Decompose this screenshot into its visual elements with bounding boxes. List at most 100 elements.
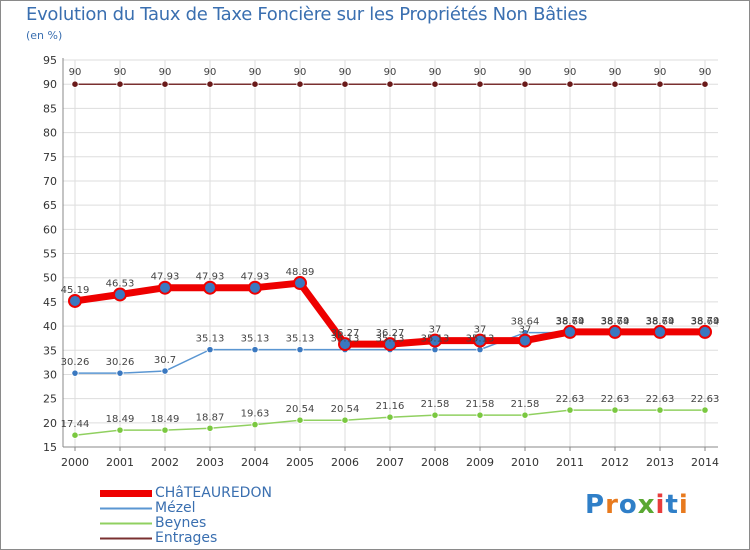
data-label-entrages: 90 xyxy=(564,67,577,78)
x-tick-label: 2014 xyxy=(691,456,719,469)
data-label-entrages: 90 xyxy=(474,67,487,78)
legend-label-chateauredon: CHâTEAUREDON xyxy=(155,485,272,501)
x-tick-label: 2012 xyxy=(601,456,629,469)
data-point-beynes xyxy=(611,406,619,414)
data-label-ch-teauredon: 36.27 xyxy=(376,328,405,339)
data-point-ch-teauredon xyxy=(698,324,712,339)
data-point-beynes xyxy=(521,411,529,419)
series-layer xyxy=(68,80,712,439)
data-label-m-zel: 38.64 xyxy=(601,317,630,328)
data-point-entrages xyxy=(341,80,349,88)
legend-label-entrages: Entrages xyxy=(155,530,218,546)
data-point-ch-teauredon xyxy=(293,276,307,291)
data-label-ch-teauredon: 47.93 xyxy=(196,272,225,283)
x-tick-label: 2003 xyxy=(196,456,224,469)
data-label-ch-teauredon: 37 xyxy=(429,325,442,336)
data-label-entrages: 90 xyxy=(69,67,82,78)
data-label-beynes: 21.58 xyxy=(421,399,450,410)
data-label-ch-teauredon: 46.53 xyxy=(106,278,135,289)
x-tick-label: 2005 xyxy=(286,456,314,469)
data-label-ch-teauredon: 38.79 xyxy=(646,316,675,327)
data-point-entrages xyxy=(116,80,124,88)
data-label-entrages: 90 xyxy=(294,67,307,78)
data-label-m-zel: 35.13 xyxy=(376,334,405,345)
y-tick-label: 20 xyxy=(43,417,57,430)
x-tick-label: 2004 xyxy=(241,456,269,469)
data-point-ch-teauredon xyxy=(203,280,217,295)
data-label-beynes: 21.16 xyxy=(376,401,405,412)
logo-letter: i xyxy=(678,490,689,520)
logo-letter: P xyxy=(585,490,606,520)
data-label-entrages: 90 xyxy=(339,67,352,78)
data-label-beynes: 20.54 xyxy=(286,404,315,415)
data-point-entrages xyxy=(431,80,439,88)
proxiti-logo: Proxiti xyxy=(585,490,689,520)
data-point-entrages xyxy=(206,80,214,88)
data-label-entrages: 90 xyxy=(519,67,532,78)
chart-title: Evolution du Taux de Taxe Foncière sur l… xyxy=(26,4,588,25)
logo-letter: x xyxy=(637,490,656,520)
data-point-beynes xyxy=(296,416,304,424)
logo-letter: o xyxy=(618,490,638,520)
data-label-entrages: 90 xyxy=(654,67,667,78)
data-label-beynes: 19.63 xyxy=(241,409,270,420)
data-label-ch-teauredon: 38.79 xyxy=(601,316,630,327)
data-point-ch-teauredon xyxy=(383,337,397,352)
legend-swatch-mezel xyxy=(100,507,152,510)
x-tick-label: 2011 xyxy=(556,456,584,469)
data-point-ch-teauredon xyxy=(68,293,82,308)
data-label-ch-teauredon: 47.93 xyxy=(151,272,180,283)
data-label-entrages: 90 xyxy=(204,67,217,78)
data-point-ch-teauredon xyxy=(248,280,262,295)
data-labels-layer: 45.19 46.53 47.93 47.93 47.93 48.89 36.27 36.27… xyxy=(61,67,720,430)
data-point-m-zel xyxy=(251,346,259,354)
data-label-ch-teauredon: 48.89 xyxy=(286,267,315,278)
data-point-beynes xyxy=(476,411,484,419)
data-label-ch-teauredon: 37 xyxy=(474,325,487,336)
y-tick-labels: 15 20 25 30 35 40 45 50 55 60 65 70 75 80 85 90 95 xyxy=(43,54,57,454)
x-tick-label: 2001 xyxy=(106,456,134,469)
data-label-m-zel: 38.64 xyxy=(691,317,720,328)
data-point-ch-teauredon xyxy=(428,333,442,348)
x-tick-label: 2009 xyxy=(466,456,494,469)
data-label-m-zel: 30.26 xyxy=(106,357,135,368)
data-point-ch-teauredon xyxy=(518,333,532,348)
data-point-beynes xyxy=(71,431,79,439)
data-label-ch-teauredon: 47.93 xyxy=(241,272,270,283)
data-label-beynes: 22.63 xyxy=(556,394,585,405)
data-point-entrages xyxy=(656,80,664,88)
data-label-m-zel: 35.13 xyxy=(286,334,315,345)
data-point-ch-teauredon xyxy=(338,337,352,352)
y-tick-label: 60 xyxy=(43,223,57,236)
y-tick-label: 25 xyxy=(43,393,57,406)
logo-letter: r xyxy=(605,490,619,520)
data-point-entrages xyxy=(71,80,79,88)
data-label-ch-teauredon: 38.79 xyxy=(691,316,720,327)
data-label-entrages: 90 xyxy=(114,67,127,78)
data-label-beynes: 22.63 xyxy=(601,394,630,405)
data-label-beynes: 20.54 xyxy=(331,404,360,415)
data-point-ch-teauredon xyxy=(113,287,127,302)
data-label-entrages: 90 xyxy=(249,67,262,78)
y-axis-unit-label: (en %) xyxy=(26,29,63,42)
data-point-m-zel xyxy=(116,369,124,377)
grid-lines xyxy=(63,59,718,448)
legend-swatch-entrages xyxy=(100,537,152,540)
y-tick-label: 35 xyxy=(43,344,57,357)
data-point-entrages xyxy=(161,80,169,88)
data-point-beynes xyxy=(656,406,664,414)
data-point-beynes xyxy=(251,421,259,429)
data-point-beynes xyxy=(341,416,349,424)
data-label-beynes: 18.49 xyxy=(151,414,180,425)
data-label-m-zel: 38.64 xyxy=(511,317,540,328)
y-tick-label: 30 xyxy=(43,368,57,381)
data-label-ch-teauredon: 36.27 xyxy=(331,328,360,339)
data-point-beynes xyxy=(701,406,709,414)
data-label-beynes: 21.58 xyxy=(511,399,540,410)
data-point-beynes xyxy=(161,426,169,434)
data-point-entrages xyxy=(386,80,394,88)
data-point-ch-teauredon xyxy=(608,324,622,339)
y-tick-label: 70 xyxy=(43,175,57,188)
